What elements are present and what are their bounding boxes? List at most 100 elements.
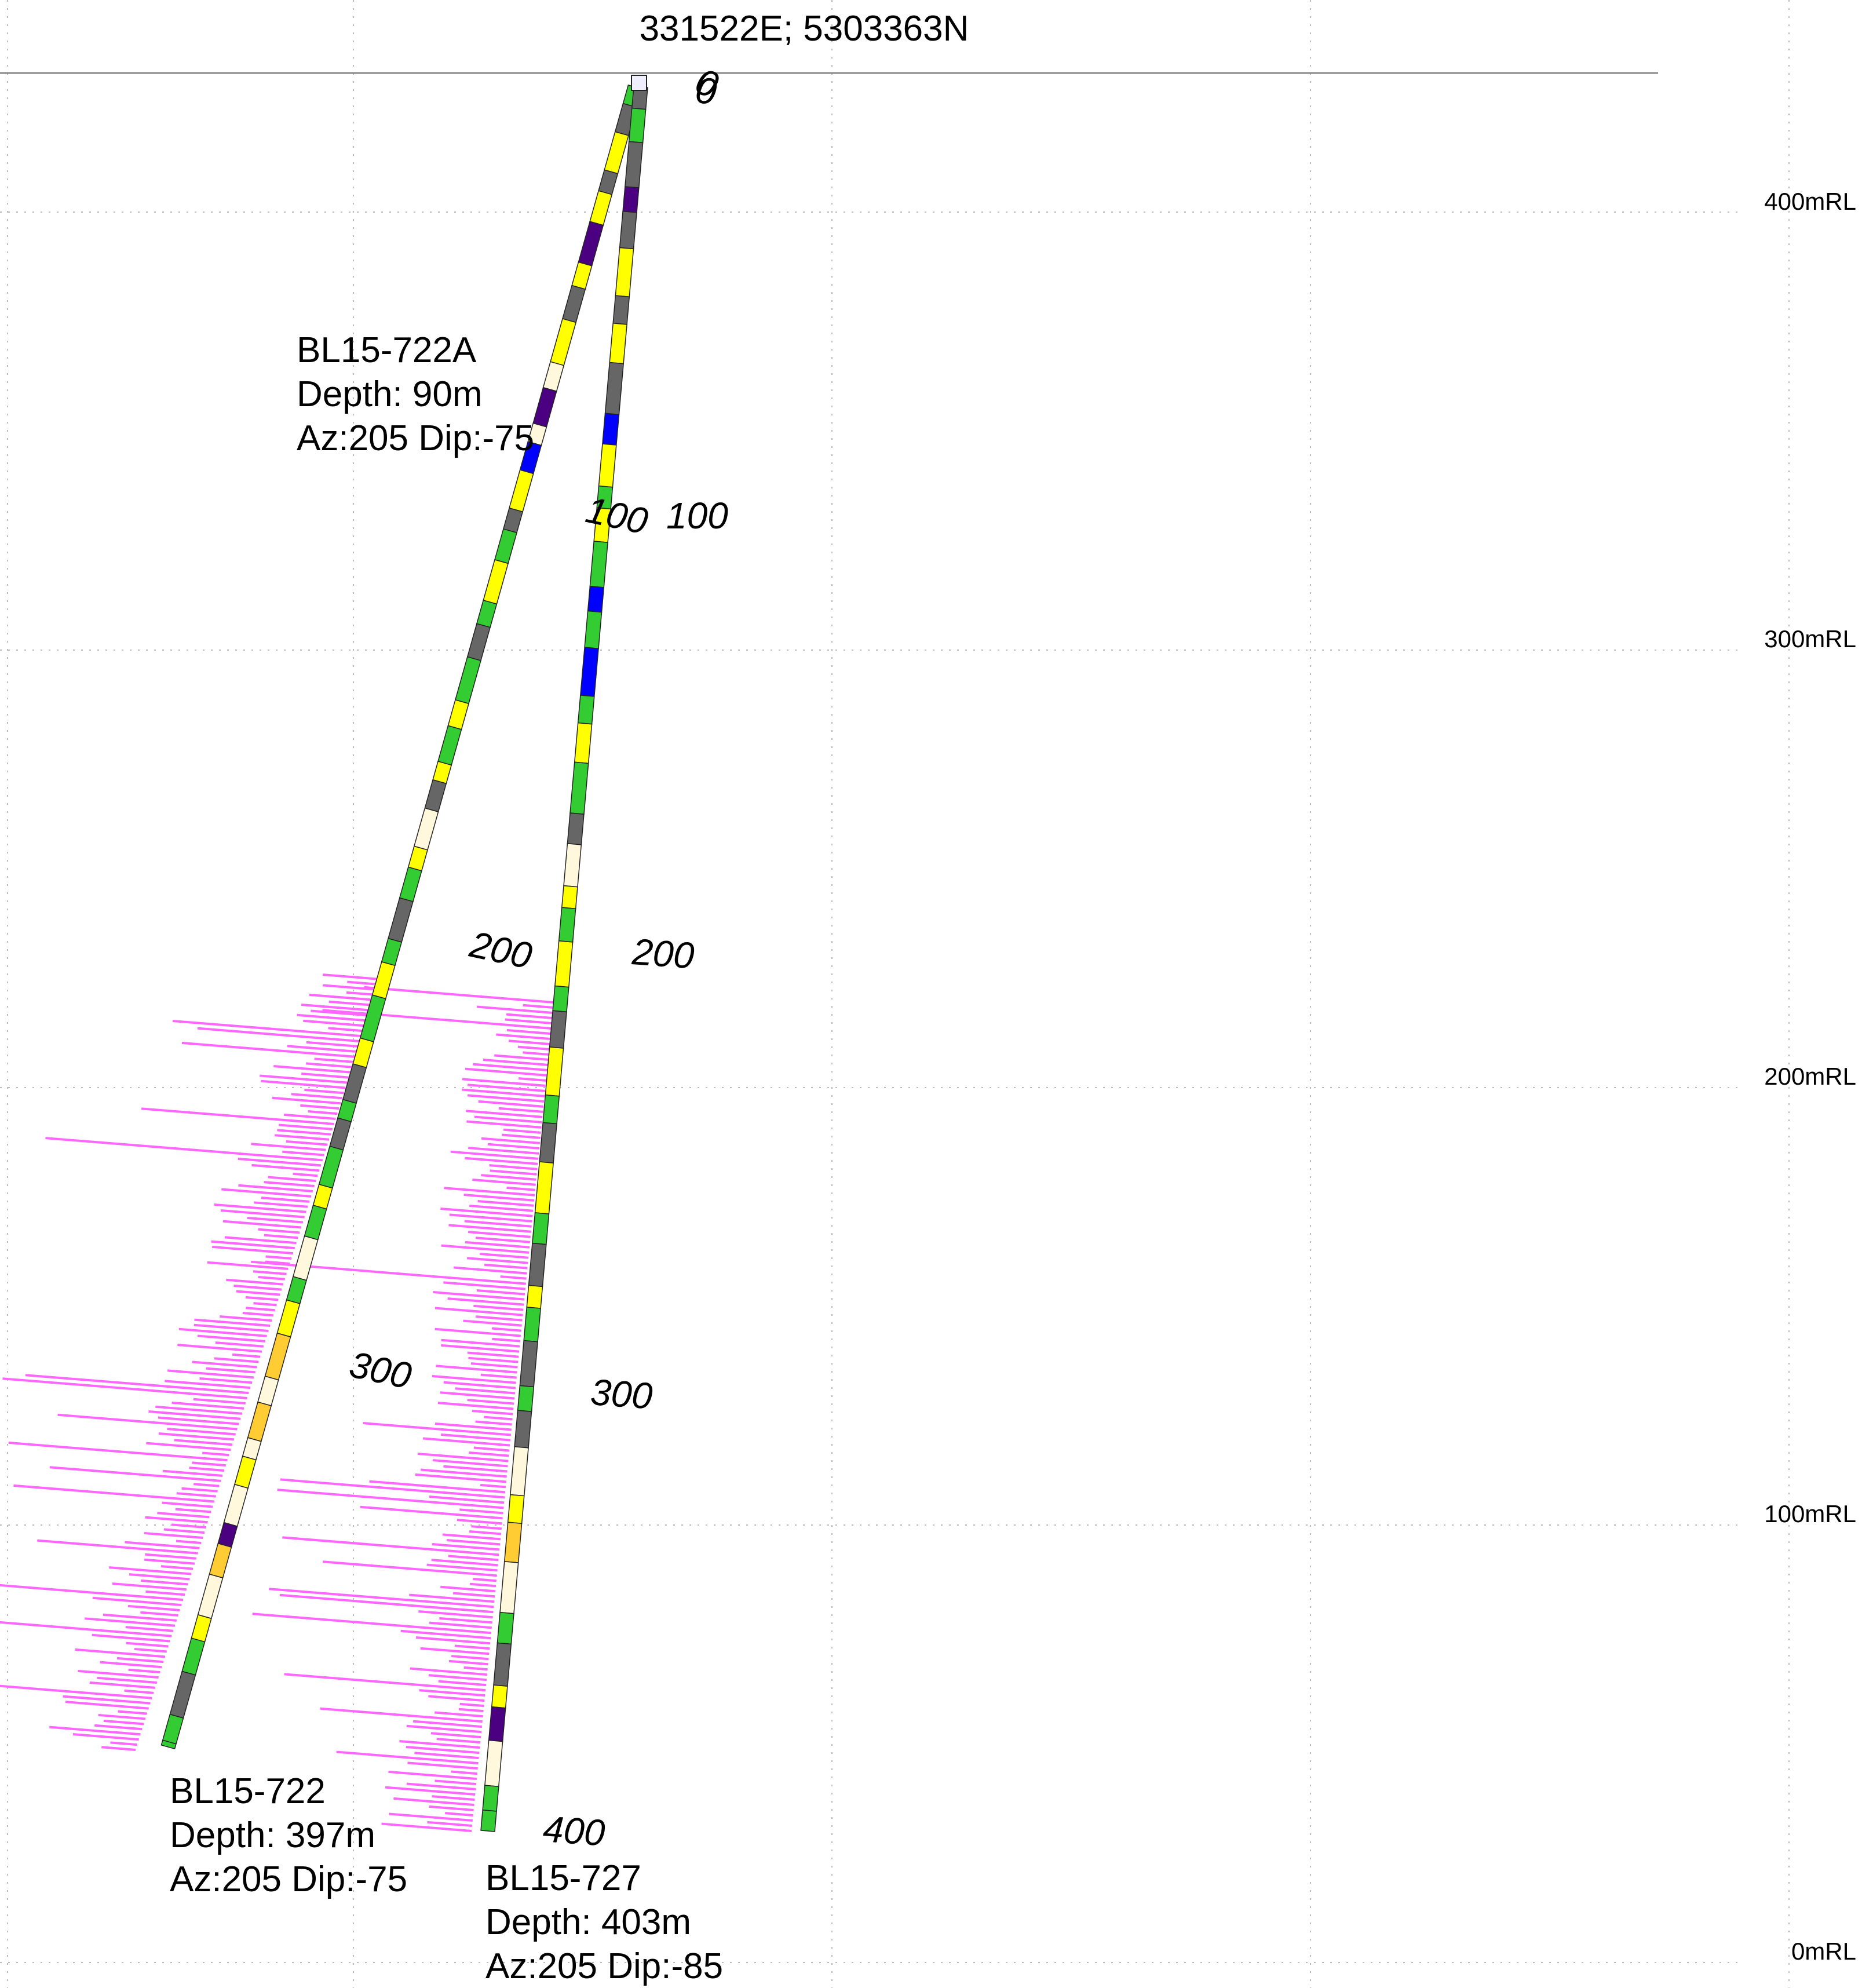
assay-bar bbox=[175, 1508, 211, 1513]
hole-depth: Depth: 403m bbox=[485, 1902, 691, 1942]
assay-bar bbox=[92, 1596, 182, 1607]
log-interval bbox=[569, 761, 589, 815]
log-interval bbox=[494, 528, 517, 564]
assay-bar bbox=[306, 1062, 353, 1068]
assay-bar bbox=[336, 1750, 479, 1765]
assay-bar bbox=[193, 1398, 246, 1405]
assay-bar bbox=[25, 1374, 249, 1395]
assay-bar bbox=[385, 1786, 476, 1796]
assay-bar bbox=[197, 1027, 361, 1043]
assay-bar bbox=[432, 1543, 500, 1551]
assay-bar bbox=[462, 1078, 546, 1087]
assay-bar bbox=[171, 1523, 206, 1529]
assay-bar bbox=[264, 1181, 315, 1188]
assay-bar bbox=[112, 1582, 187, 1591]
assay-bar bbox=[428, 1674, 487, 1681]
assay-bar bbox=[145, 1590, 185, 1596]
assay-bar bbox=[463, 1194, 535, 1202]
assay-bar bbox=[226, 1278, 284, 1286]
log-interval bbox=[577, 695, 595, 725]
assay-bar bbox=[287, 1045, 357, 1053]
log-interval bbox=[584, 610, 603, 650]
assay-bar bbox=[286, 1140, 328, 1146]
assay-bar bbox=[0, 1684, 152, 1699]
rl-label-200: 200mRL bbox=[1764, 1063, 1856, 1090]
assay-bar bbox=[202, 1451, 229, 1457]
log-interval bbox=[276, 1299, 301, 1338]
hole-az-dip: Az:205 Dip:-75 bbox=[170, 1859, 407, 1899]
assay-bar bbox=[436, 1738, 481, 1744]
assay-bar bbox=[430, 1732, 481, 1739]
assay-bar bbox=[459, 1508, 503, 1515]
assay-bar bbox=[472, 1578, 497, 1582]
assay-bar bbox=[232, 1353, 261, 1358]
assay-bar bbox=[347, 980, 379, 986]
assay-bar bbox=[475, 1236, 531, 1243]
assay-bar bbox=[432, 1374, 516, 1384]
assay-bar bbox=[415, 1473, 506, 1483]
assay-bar bbox=[467, 1351, 519, 1358]
log-interval bbox=[162, 1713, 184, 1745]
depth-label-300: 300 bbox=[589, 1371, 654, 1417]
assay-bar bbox=[141, 1107, 334, 1125]
assay-bar bbox=[197, 1334, 265, 1343]
assay-bar bbox=[438, 1680, 487, 1687]
assay-bar bbox=[94, 1724, 143, 1731]
drill-traces bbox=[160, 75, 648, 1832]
assay-bar bbox=[176, 1540, 202, 1544]
assay-bar bbox=[435, 1307, 523, 1316]
assay-bar bbox=[178, 1327, 267, 1337]
log-interval bbox=[567, 812, 585, 845]
assay-bar bbox=[449, 1213, 532, 1223]
assay-bar bbox=[418, 1610, 493, 1619]
hole-label-bl15-722: BL15-722 Depth: 397m Az:205 Dip:-75 bbox=[170, 1771, 407, 1899]
assay-bar bbox=[435, 1422, 512, 1431]
assay-bar bbox=[441, 1244, 530, 1254]
assay-bar bbox=[211, 1240, 295, 1250]
assay-bar bbox=[268, 1176, 316, 1183]
assay-bar bbox=[236, 1290, 280, 1296]
assay-bar bbox=[304, 1088, 344, 1095]
assay-bar bbox=[100, 1661, 162, 1669]
log-interval bbox=[628, 107, 647, 144]
assay-bar bbox=[346, 991, 375, 996]
log-interval bbox=[514, 1410, 532, 1449]
assay-bar bbox=[308, 1110, 338, 1115]
assay-bar bbox=[446, 1538, 501, 1546]
assay-bar bbox=[452, 1592, 495, 1598]
collar-marker bbox=[631, 75, 647, 91]
assay-bar bbox=[97, 1676, 157, 1684]
assay-bar bbox=[0, 1621, 172, 1637]
log-interval bbox=[554, 940, 574, 988]
assay-bar bbox=[89, 1681, 156, 1689]
assay-bar bbox=[436, 1365, 517, 1374]
assay-bar bbox=[63, 1695, 151, 1705]
hole-bl15-722 bbox=[160, 84, 642, 1750]
assay-bar bbox=[103, 1719, 144, 1726]
assay-bar bbox=[468, 1231, 531, 1238]
hole-depth: Depth: 90m bbox=[297, 374, 483, 414]
assay-bar bbox=[388, 1770, 477, 1781]
assay-bar bbox=[409, 1593, 495, 1603]
rl-label-100: 100mRL bbox=[1764, 1500, 1856, 1527]
assay-bar bbox=[167, 1369, 254, 1379]
log-interval bbox=[503, 1522, 523, 1563]
log-interval bbox=[286, 1276, 307, 1304]
log-interval bbox=[509, 469, 534, 513]
log-interval bbox=[359, 994, 386, 1042]
assay-bar bbox=[280, 1478, 505, 1499]
assay-bar bbox=[440, 1585, 496, 1593]
assay-bar bbox=[432, 1459, 508, 1468]
assay-bar bbox=[49, 1726, 141, 1736]
assay-bar bbox=[57, 1413, 238, 1431]
assay-bar bbox=[469, 1530, 502, 1535]
assay-bar bbox=[459, 1702, 484, 1708]
assay-bar bbox=[429, 1495, 505, 1504]
assay-bar bbox=[481, 1174, 536, 1181]
assay-bar bbox=[146, 1442, 231, 1451]
assay-bar bbox=[0, 1584, 184, 1602]
assay-bar bbox=[301, 1073, 349, 1079]
log-interval bbox=[526, 1285, 543, 1309]
assay-bar bbox=[258, 1228, 300, 1234]
assay-bar bbox=[468, 1356, 519, 1363]
